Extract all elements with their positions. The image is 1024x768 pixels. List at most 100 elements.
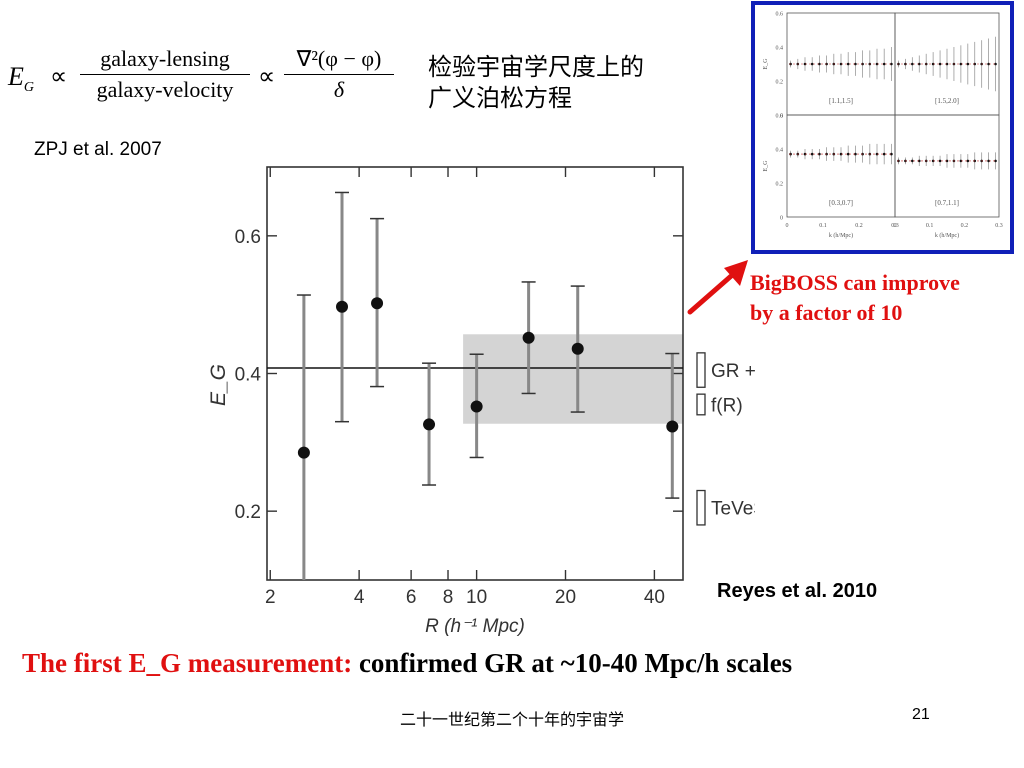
data-point [571, 342, 584, 355]
inset-panel-label: [0.3,0.7] [829, 199, 853, 207]
eg-formula: EG ∝ galaxy-lensing galaxy-velocity ∝ ∇²… [8, 40, 408, 120]
inset-data-point [987, 62, 990, 66]
inset-y-axis-label: E_G [763, 58, 769, 70]
inset-data-point [959, 159, 963, 163]
inset-data-point [846, 62, 850, 66]
formula-eg-symbol: EG [8, 62, 34, 96]
inset-data-point [846, 152, 850, 156]
inset-panel-label: [0.7,1.1] [935, 199, 959, 207]
inset-y-tick-label: 0.4 [776, 148, 784, 154]
conclusion-text: The first E_G measurement: confirmed GR … [22, 648, 792, 679]
inset-data-point [810, 152, 814, 156]
data-point [470, 400, 483, 413]
inset-y-tick-label: 0.6 [776, 12, 784, 18]
inset-y-tick-label: 0.2 [776, 80, 784, 86]
bigboss-note: BigBOSS can improve by a factor of 10 [750, 268, 960, 328]
inset-data-point [959, 62, 963, 66]
data-point [336, 300, 349, 313]
conclusion-rest: confirmed GR at ~10-40 Mpc/h scales [352, 648, 793, 678]
data-point [666, 420, 679, 433]
inset-data-point [882, 152, 886, 156]
formula-g-subscript: G [23, 80, 35, 96]
inset-x-tick-label: 0.3 [891, 223, 899, 229]
x-tick-label: 4 [354, 587, 365, 608]
inset-x-tick-label: 0.3 [995, 223, 1003, 229]
y-tick-label: 0.4 [235, 365, 262, 386]
inset-data-point [987, 159, 990, 163]
fraction-denominator-2: δ [333, 77, 345, 102]
proportional-symbol: ∝ [50, 64, 68, 90]
inset-x-tick-label: 0 [894, 223, 897, 229]
inset-data-point [917, 62, 921, 66]
inset-y-tick-label: 0.6 [776, 114, 784, 120]
bigboss-line-1: BigBOSS can improve [750, 270, 960, 295]
inset-x-tick-label: 0.1 [819, 223, 827, 229]
inset-data-point [938, 62, 942, 66]
fraction-denominator: galaxy-velocity [96, 77, 234, 102]
proportional-symbol-2: ∝ [258, 64, 276, 90]
inset-x-tick-label: 0.2 [961, 223, 969, 229]
inset-x-tick-label: 0.1 [926, 223, 934, 229]
model-label: GR + ΛCDM [711, 361, 755, 382]
inset-data-point [890, 152, 893, 156]
inset-y-tick-label: 0.2 [776, 182, 784, 188]
inset-y-axis-label: E_G [763, 160, 769, 172]
inset-data-point [882, 62, 886, 66]
bigboss-inset-frame: [1.1,1.5] 0 0.2 0.4 0.6 E_G [1.5,2.0] [0.3,0.7]… [751, 1, 1014, 254]
y-tick-label: 0.6 [235, 227, 261, 248]
data-point [371, 297, 384, 310]
model-range-marker [696, 352, 706, 388]
inset-y-tick-label: 0 [780, 114, 783, 120]
inset-x-axis-label: k (h/Mpc) [935, 232, 959, 239]
inset-data-point [890, 62, 893, 66]
inset-data-point [854, 62, 857, 66]
x-tick-label: 8 [443, 587, 454, 608]
data-point [423, 418, 436, 431]
inset-data-point [994, 62, 997, 66]
inset-panel-frame [894, 114, 1000, 218]
inset-data-point [911, 62, 914, 66]
chinese-title: 检验宇宙学尺度上的 广义泊松方程 [428, 52, 644, 114]
inset-data-point [818, 152, 821, 156]
x-axis-label: R (h⁻¹ Mpc) [425, 616, 525, 637]
formula-e: E [8, 62, 24, 91]
inset-x-axis-label: k (h/Mpc) [829, 232, 853, 239]
model-range-marker [696, 393, 706, 416]
inset-x-tick-label: 0.2 [855, 223, 863, 229]
poisson-fraction: ∇²(φ − φ) δ [284, 46, 394, 103]
data-point [297, 446, 310, 459]
inset-x-tick-label: 0 [786, 223, 789, 229]
inset-panel-label: [1.1,1.5] [829, 97, 853, 105]
zpj-reference: ZPJ et al. 2007 [34, 139, 162, 160]
inset-data-point [854, 152, 857, 156]
y-tick-label: 0.2 [235, 502, 261, 523]
data-point [522, 331, 535, 344]
bigboss-forecast-chart: [1.1,1.5] 0 0.2 0.4 0.6 E_G [1.5,2.0] [0.3,0.7]… [763, 12, 1003, 240]
fraction-numerator-2: ∇²(φ − φ) [296, 46, 382, 71]
inset-y-tick-label: 0 [780, 216, 783, 222]
x-tick-label: 2 [265, 587, 276, 608]
inset-data-point [917, 159, 921, 163]
conclusion-highlight: The first E_G measurement: [22, 648, 353, 678]
inset-data-point [911, 159, 914, 163]
red-arrow-icon [687, 260, 748, 315]
chinese-title-line-1: 检验宇宙学尺度上的 [428, 54, 644, 81]
chinese-title-line-2: 广义泊松方程 [428, 85, 572, 112]
x-tick-label: 10 [466, 587, 487, 608]
inset-y-tick-label: 0.4 [776, 46, 784, 52]
eg-measurement-chart: 0.2 0.4 0.6 2 4 6 8 10 20 40 R (h⁻¹ Mpc) E_G GR + ΛC… [207, 166, 755, 637]
footer-title: 二十一世纪第二个十年的宇宙学 [399, 712, 624, 729]
model-range-marker [696, 489, 706, 526]
lensing-velocity-fraction: galaxy-lensing galaxy-velocity [80, 46, 250, 103]
inset-data-point [994, 159, 997, 163]
inset-data-point [818, 62, 821, 66]
x-tick-label: 20 [555, 587, 576, 608]
inset-data-point [966, 159, 970, 163]
fraction-numerator: galaxy-lensing [100, 46, 230, 71]
inset-panel-label: [1.5,2.0] [935, 97, 959, 105]
fraction-bar-2 [284, 74, 394, 75]
model-label: TeVeS [711, 499, 755, 520]
inset-data-point [938, 159, 942, 163]
x-tick-label: 40 [644, 587, 665, 608]
x-tick-label: 6 [406, 587, 417, 608]
